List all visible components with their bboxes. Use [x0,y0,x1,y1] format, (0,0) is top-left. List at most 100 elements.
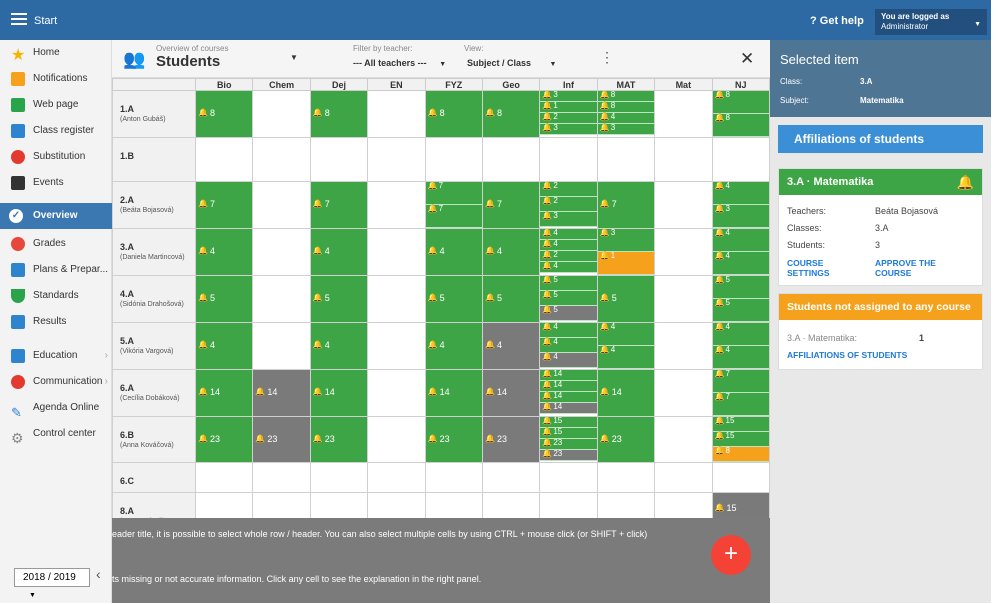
sidebar-item-grades[interactable]: Grades [0,231,112,257]
course-segment[interactable]: 🔔 14 [540,370,597,381]
course-cell[interactable]: 🔔 8 [309,90,369,138]
row-header[interactable]: 2.A (Beáta Bojasová) [112,181,196,229]
column-header[interactable]: MAT [596,78,656,91]
course-cell[interactable]: 🔔 23 [481,416,541,463]
course-segment[interactable]: 🔔 2 [540,113,597,124]
affiliations-button[interactable]: Affiliations of students [778,125,983,153]
course-segment[interactable]: 🔔 15 [713,417,769,432]
course-cell[interactable]: 🔔 4 [194,322,254,370]
affiliations-link[interactable]: AFFILIATIONS OF STUDENTS [787,350,908,360]
course-segment[interactable]: 🔔 4 [713,229,769,252]
course-settings-link[interactable]: COURSE SETTINGS [787,258,830,278]
column-header[interactable]: Mat [654,78,713,91]
course-segment[interactable]: 🔔 23 [540,439,597,450]
course-cell[interactable] [654,137,713,182]
sidebar-item-communication[interactable]: Communication › [0,369,112,395]
course-cell[interactable] [596,462,656,493]
course-cell[interactable]: 🔔 4 [194,228,254,276]
course-cell[interactable]: 🔔 4 [309,228,369,276]
course-cell[interactable] [596,137,656,182]
course-cell[interactable]: 🔔 23 [309,416,369,463]
course-cell[interactable] [194,137,254,182]
course-cell[interactable] [252,228,311,276]
course-segment[interactable]: 🔔 3 [540,212,597,227]
course-cell[interactable] [309,137,369,182]
course-cell[interactable]: 🔔 5 [194,275,254,323]
course-cell[interactable]: 🔔 3 🔔 1 🔔 2 🔔 3 [539,90,598,138]
sidebar-item-web-page[interactable]: Web page [0,92,112,118]
teacher-filter-select[interactable]: --- All teachers --- ▼ [353,58,446,68]
course-segment[interactable]: 🔔 4 [713,323,769,346]
row-header[interactable]: 4.A (Sidónia Drahošová) [112,275,196,323]
course-cell[interactable]: 🔔 15 🔔 15 🔔 8 [711,416,771,463]
course-cell[interactable]: 🔔 14 [194,369,254,417]
page-title[interactable]: Students [156,53,221,70]
course-segment[interactable]: 🔔 2 [540,197,597,212]
course-cell[interactable]: 🔔 14 [424,369,483,417]
course-cell[interactable] [711,137,771,182]
menu-icon[interactable] [11,13,27,26]
course-cell[interactable] [194,462,254,493]
course-cell[interactable]: 🔔 8 [424,90,483,138]
row-header[interactable]: 6.B (Anna Kováčová) [112,416,196,463]
column-header[interactable]: Chem [252,78,311,91]
course-cell[interactable] [367,137,426,182]
course-cell[interactable]: 🔔 5 🔔 5 [711,275,771,323]
column-header[interactable]: Dej [309,78,369,91]
course-segment[interactable]: 🔔 5 [713,276,769,299]
column-header[interactable]: Inf [539,78,598,91]
course-segment[interactable]: 🔔 4 [540,262,597,273]
row-header[interactable]: 6.A (Cecília Dobáková) [112,369,196,417]
course-cell[interactable]: 🔔 5 [481,275,541,323]
course-segment[interactable]: 🔔 4 [598,323,654,346]
course-cell[interactable] [424,137,483,182]
course-cell[interactable]: 🔔 7 [481,181,541,229]
course-cell[interactable]: 🔔 8 [481,90,541,138]
course-segment[interactable]: 🔔 4 [598,346,654,369]
course-segment[interactable]: 🔔 8 [713,91,769,114]
course-cell[interactable]: 🔔 2 🔔 2 🔔 3 [539,181,598,229]
column-header[interactable]: EN [367,78,426,91]
course-segment[interactable]: 🔔 4 [540,323,597,338]
course-segment[interactable]: 🔔 3 [598,229,654,252]
course-segment[interactable]: 🔔 8 [713,447,769,462]
course-cell[interactable]: 🔔 23 [252,416,311,463]
course-cell[interactable]: 🔔 4 [424,322,483,370]
course-cell[interactable]: 🔔 14 [309,369,369,417]
sidebar-item-agenda-online[interactable]: ✎ Agenda Online [0,395,112,421]
course-cell[interactable] [367,416,426,463]
course-cell[interactable]: 🔔 7 [596,181,656,229]
more-options-icon[interactable]: ⋮ [600,49,614,65]
course-segment[interactable]: 🔔 8 [598,91,654,102]
course-cell[interactable] [367,181,426,229]
course-cell[interactable]: 🔔 8 🔔 8 🔔 4 🔔 3 [596,90,656,138]
get-help-link[interactable]: ? Get help [810,15,864,27]
sidebar-item-home[interactable]: ★ Home [0,40,112,66]
course-cell[interactable] [309,462,369,493]
row-header[interactable]: 1.B [112,137,196,182]
course-cell[interactable]: 🔔 4 🔔 4 [711,322,771,370]
sidebar-item-results[interactable]: Results [0,309,112,335]
column-header[interactable]: FYZ [424,78,483,91]
course-cell[interactable] [367,369,426,417]
course-cell[interactable]: 🔔 4 [309,322,369,370]
sidebar-item-education[interactable]: Education › [0,343,112,369]
course-segment[interactable]: 🔔 5 [713,299,769,322]
course-segment[interactable]: 🔔 4 [598,113,654,124]
course-cell[interactable] [252,181,311,229]
course-segment[interactable]: 🔔 14 [540,392,597,403]
sidebar-item-overview[interactable]: ✓ Overview [0,203,112,229]
school-year-select[interactable]: 2018 / 2019 ▼ [14,568,90,599]
column-header[interactable]: Geo [481,78,541,91]
course-segment[interactable]: 🔔 4 [540,353,597,368]
course-cell[interactable] [654,90,713,138]
course-segment[interactable]: 🔔 14 [540,381,597,392]
course-cell[interactable] [654,181,713,229]
sidebar-item-events[interactable]: Events [0,170,112,196]
course-cell[interactable] [367,462,426,493]
course-cell[interactable]: 🔔 4 [481,228,541,276]
course-segment[interactable]: 🔔 2 [540,251,597,262]
course-cell[interactable] [252,322,311,370]
course-cell[interactable] [252,462,311,493]
course-cell[interactable] [252,275,311,323]
